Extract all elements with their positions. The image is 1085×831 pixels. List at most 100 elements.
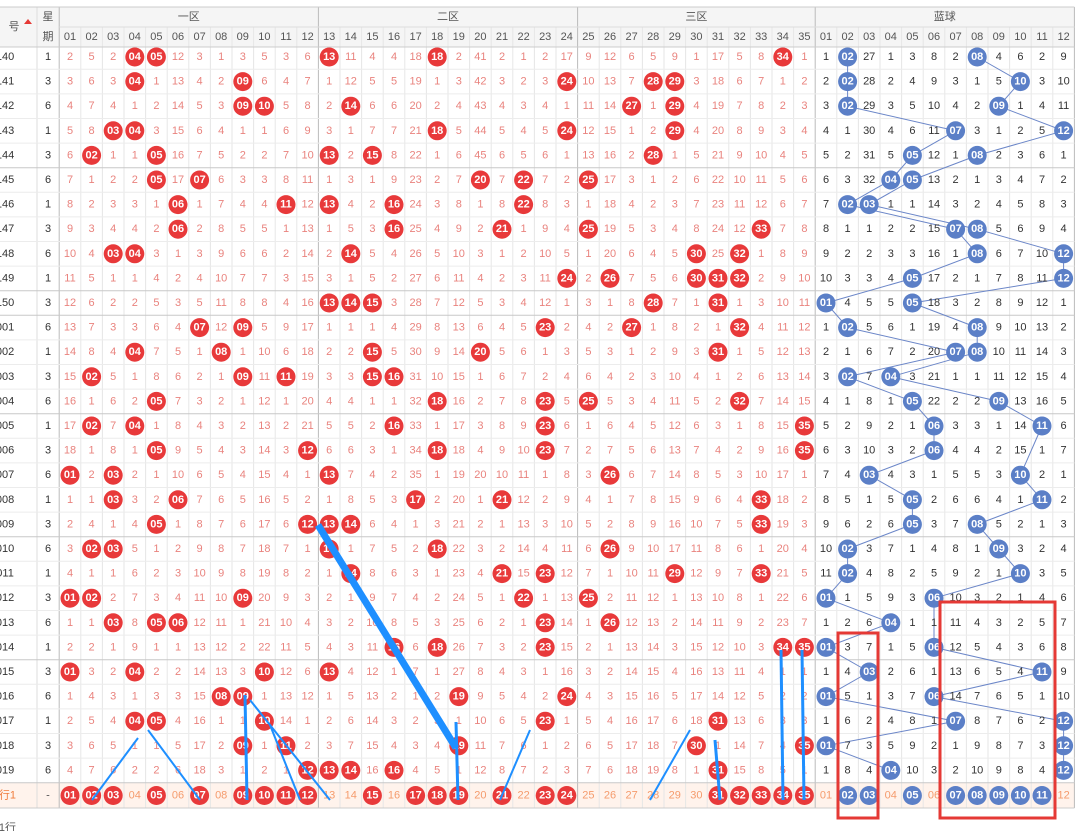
ball-number: 16 [388, 371, 400, 383]
ball [190, 170, 210, 190]
miss-count: 4 [218, 445, 224, 457]
miss-count: 1 [283, 395, 289, 407]
miss-count: 1 [564, 715, 570, 727]
miss-count: 4 [521, 125, 527, 137]
miss-count: 3 [931, 518, 937, 530]
miss-count: 3 [499, 641, 505, 653]
miss-count: 2 [693, 322, 699, 334]
miss-count: 6 [197, 469, 203, 481]
ball-number: 23 [539, 715, 551, 727]
ball-number: 03 [863, 790, 875, 802]
miss-count: 8 [801, 223, 807, 235]
miss-count: 14 [949, 691, 961, 703]
ball [794, 637, 814, 657]
miss-count: 2 [672, 617, 678, 629]
ball-number: 05 [150, 395, 162, 407]
miss-count: 3 [197, 395, 203, 407]
zone-header: 三区 [685, 11, 707, 23]
miss-count: 9 [391, 174, 397, 186]
miss-count: 14 [798, 371, 810, 383]
miss-count: 5 [823, 420, 829, 432]
miss-count: 6 [1017, 223, 1023, 235]
ball-number: 33 [755, 568, 767, 580]
ball [665, 121, 685, 141]
miss-count: 8 [240, 297, 246, 309]
ball-number: 04 [885, 617, 898, 629]
ball-number: 02 [841, 371, 853, 383]
miss-count: 2 [974, 199, 980, 211]
miss-count: 4 [477, 568, 483, 580]
miss-count: 17 [258, 518, 270, 530]
miss-count: 2 [369, 420, 375, 432]
zone-header: 蓝球 [934, 9, 956, 23]
ball-number: 21 [496, 223, 508, 235]
miss-count: 7 [110, 420, 116, 432]
miss-count: 10 [1036, 248, 1048, 260]
ball-number: 30 [690, 272, 702, 284]
ball-number: 09 [993, 790, 1005, 802]
issue: 6016 [0, 691, 14, 703]
miss-count: 8 [693, 223, 699, 235]
miss-count: 2 [974, 568, 980, 580]
miss-count: 2 [888, 420, 894, 432]
miss-count: 4 [499, 322, 505, 334]
miss-count: 12 [928, 149, 940, 161]
miss-count: 2 [89, 199, 95, 211]
ball-number: 09 [237, 592, 249, 604]
pick-number: 22 [517, 790, 529, 802]
blue-link [825, 597, 891, 624]
miss-count: 8 [1017, 764, 1023, 776]
miss-count: 5 [672, 248, 678, 260]
ball [578, 391, 598, 411]
miss-count: 10 [733, 641, 745, 653]
column-header: 09 [993, 31, 1005, 43]
miss-count: 5 [585, 346, 591, 358]
miss-count: 10 [863, 445, 875, 457]
ball-number: 17 [409, 790, 421, 802]
miss-count: 5 [629, 223, 635, 235]
miss-count: 9 [521, 420, 527, 432]
miss-count: 4 [132, 518, 138, 530]
miss-count: 6 [499, 371, 505, 383]
ball [146, 441, 166, 461]
ball [492, 490, 512, 510]
ball-number: 12 [301, 445, 313, 457]
ball-number: 04 [885, 371, 898, 383]
miss-count: 18 [301, 346, 313, 358]
miss-count: 2 [888, 666, 894, 678]
miss-count: 1 [197, 199, 203, 211]
miss-count: 10 [215, 272, 227, 284]
miss-count: 31 [863, 149, 875, 161]
ball-number: 02 [85, 371, 97, 383]
miss-count: 11 [734, 666, 745, 678]
weekday: 1 [45, 125, 51, 137]
miss-count: 3 [823, 371, 829, 383]
miss-count: 3 [89, 666, 95, 678]
miss-count: 8 [132, 617, 138, 629]
miss-count: 6 [110, 395, 116, 407]
pick-number: 27 [625, 790, 637, 802]
ball-number: 31 [712, 715, 724, 727]
ball [427, 391, 447, 411]
miss-count: 9 [218, 248, 224, 260]
miss-count: 12 [215, 322, 227, 334]
miss-count: 1 [607, 494, 613, 506]
miss-count: 2 [1061, 174, 1067, 186]
miss-count: 6 [585, 543, 591, 555]
miss-count: 4 [348, 395, 354, 407]
miss-count: 6 [909, 125, 915, 137]
ball-number: 34 [777, 641, 790, 653]
weekday: 6 [45, 543, 51, 555]
miss-count: 2 [132, 395, 138, 407]
miss-count: 1 [132, 149, 138, 161]
issue: 6002 [0, 346, 14, 358]
ball [384, 416, 404, 436]
miss-count: 4 [845, 469, 851, 481]
miss-count: 1 [521, 51, 527, 63]
ball [449, 687, 469, 707]
miss-count: 19 [604, 223, 616, 235]
ball-number: 25 [582, 223, 594, 235]
grid [0, 6, 1075, 809]
weekday: 3 [45, 592, 51, 604]
miss-count: 1 [153, 641, 159, 653]
